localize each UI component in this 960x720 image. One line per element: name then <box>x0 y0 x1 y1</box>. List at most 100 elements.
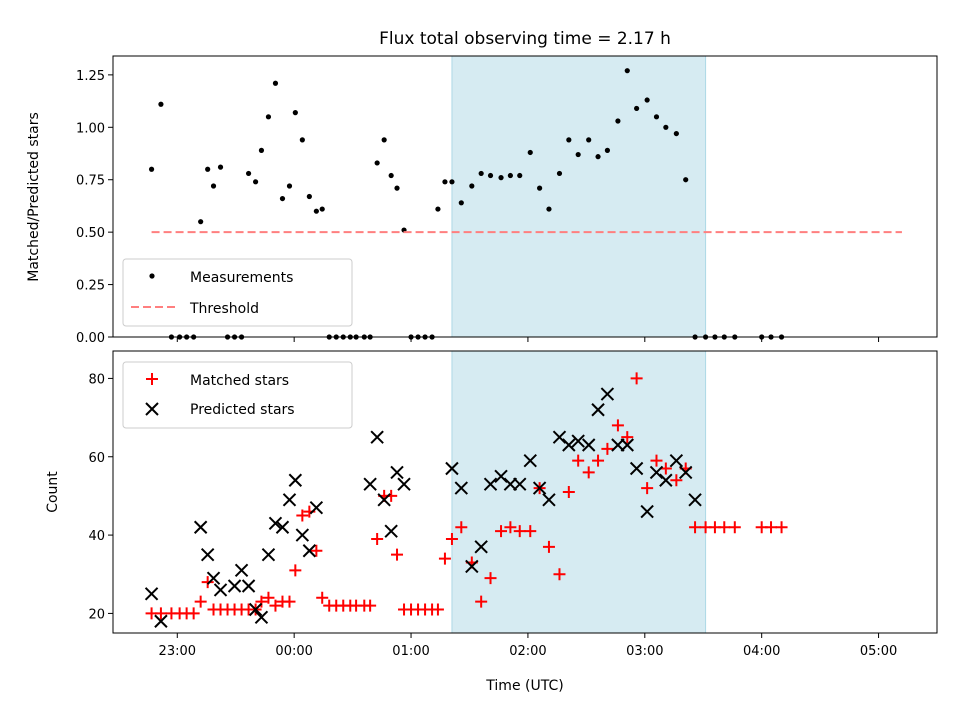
measurement-point <box>313 208 319 214</box>
matched-stars-point <box>269 599 282 612</box>
bottom-ytick-label: 20 <box>88 607 105 622</box>
measurement-point <box>158 101 164 107</box>
matched-stars-point <box>765 521 778 534</box>
top-ytick-label: 1.25 <box>76 69 105 84</box>
measurement-point <box>292 110 298 116</box>
predicted-stars-point <box>562 438 576 452</box>
predicted-stars-point <box>261 547 276 562</box>
predicted-stars-point <box>629 461 644 476</box>
predicted-stars-point <box>154 614 168 628</box>
measurement-point <box>487 172 494 179</box>
measurement-point <box>556 170 563 177</box>
measurement-point <box>217 164 224 170</box>
matched-stars-point <box>445 533 458 545</box>
measurement-point <box>507 172 513 179</box>
measurement-point <box>586 137 592 143</box>
legend-label-threshold: Threshold <box>189 301 259 317</box>
predicted-stars-point <box>669 453 684 468</box>
matched-stars-point <box>255 595 268 608</box>
matched-stars-point <box>650 454 663 467</box>
bottom-panel: 20 40 60 80 23:00 00:00 01:00 02:00 03:00 04:00 05… <box>88 350 938 659</box>
measurement-point <box>595 154 601 160</box>
measurement-point <box>286 183 293 189</box>
predicted-stars-point <box>370 430 384 444</box>
predicted-stars-point <box>523 453 537 468</box>
measurement-point <box>653 114 660 120</box>
predicted-stars-point <box>390 465 404 480</box>
predicted-stars-point <box>542 493 556 507</box>
matched-stars-point <box>572 454 585 467</box>
measurement-point <box>683 177 689 183</box>
measurement-point <box>205 166 211 172</box>
measurement-point <box>319 206 325 212</box>
matched-stars-point <box>371 533 384 545</box>
matched-stars-point <box>630 372 643 385</box>
legend-label-matched: Matched stars <box>190 373 289 389</box>
predicted-stars-point <box>600 387 615 401</box>
predicted-stars-point <box>241 579 256 593</box>
matched-stars-point <box>670 474 683 487</box>
predicted-stars-point <box>254 610 269 625</box>
measurement-point <box>210 183 217 189</box>
matched-stars-point <box>431 603 444 616</box>
matched-stars-point <box>484 572 497 585</box>
measurement-point <box>245 170 252 177</box>
measurement-point <box>306 193 312 200</box>
matched-stars-point <box>316 591 329 604</box>
measurement-point <box>258 147 265 153</box>
matched-stars-point <box>562 486 575 498</box>
predicted-stars-point <box>552 430 567 444</box>
measurement-point <box>442 179 448 185</box>
measurement-point <box>517 172 523 179</box>
matched-stars-point <box>775 521 788 534</box>
measurement-point <box>381 137 387 143</box>
matched-stars-point <box>728 521 741 534</box>
measurement-point <box>624 68 630 74</box>
predicted-stars-point <box>213 583 228 597</box>
measurement-point <box>537 185 543 191</box>
matched-stars-point <box>553 568 566 581</box>
predicted-stars-point <box>454 481 469 495</box>
measurement-point <box>604 147 611 153</box>
predicted-stars-point <box>483 477 498 491</box>
predicted-stars-point <box>309 500 324 515</box>
measurement-point <box>252 179 259 185</box>
matched-stars-point <box>621 431 634 444</box>
legend-marker-measurements <box>149 273 155 279</box>
predicted-stars-point <box>659 473 673 487</box>
matched-stars-point <box>262 591 275 604</box>
measurement-point <box>435 206 441 212</box>
measurement-point <box>279 195 286 202</box>
matched-stars-point <box>455 521 468 534</box>
predicted-stars-point <box>282 493 297 507</box>
predicted-stars-point <box>302 544 317 558</box>
matched-stars-point <box>659 462 672 475</box>
predicted-stars-point <box>532 481 547 495</box>
matched-stars-point <box>495 525 508 538</box>
predicted-stars-point <box>571 434 585 448</box>
predicted-stars-point <box>206 571 221 585</box>
predicted-stars-point <box>445 461 459 476</box>
top-ytick-label: 0.00 <box>76 331 105 346</box>
measurement-point <box>575 151 581 158</box>
legend-marker-matched <box>146 373 158 385</box>
top-panel-observing-span <box>451 55 707 338</box>
matched-stars-point <box>289 564 302 577</box>
predicted-stars-point <box>234 563 249 578</box>
predicted-stars-point <box>591 403 605 417</box>
predicted-stars-point <box>649 465 664 480</box>
predicted-stars-point <box>640 504 654 519</box>
predicted-stars-point <box>363 477 377 491</box>
matched-stars-point <box>601 442 614 455</box>
matched-stars-point <box>504 521 517 534</box>
legend-label-predicted: Predicted stars <box>190 402 295 418</box>
measurement-point <box>449 179 455 185</box>
predicted-stars-point <box>227 579 242 593</box>
matched-stars-point <box>524 525 537 538</box>
bottom-panel-legend: Matched stars Predicted stars <box>122 361 353 429</box>
top-ytick-label: 0.25 <box>76 279 105 294</box>
matched-stars-point <box>718 521 731 534</box>
matched-stars-point <box>438 552 451 565</box>
measurement-point <box>198 219 204 225</box>
